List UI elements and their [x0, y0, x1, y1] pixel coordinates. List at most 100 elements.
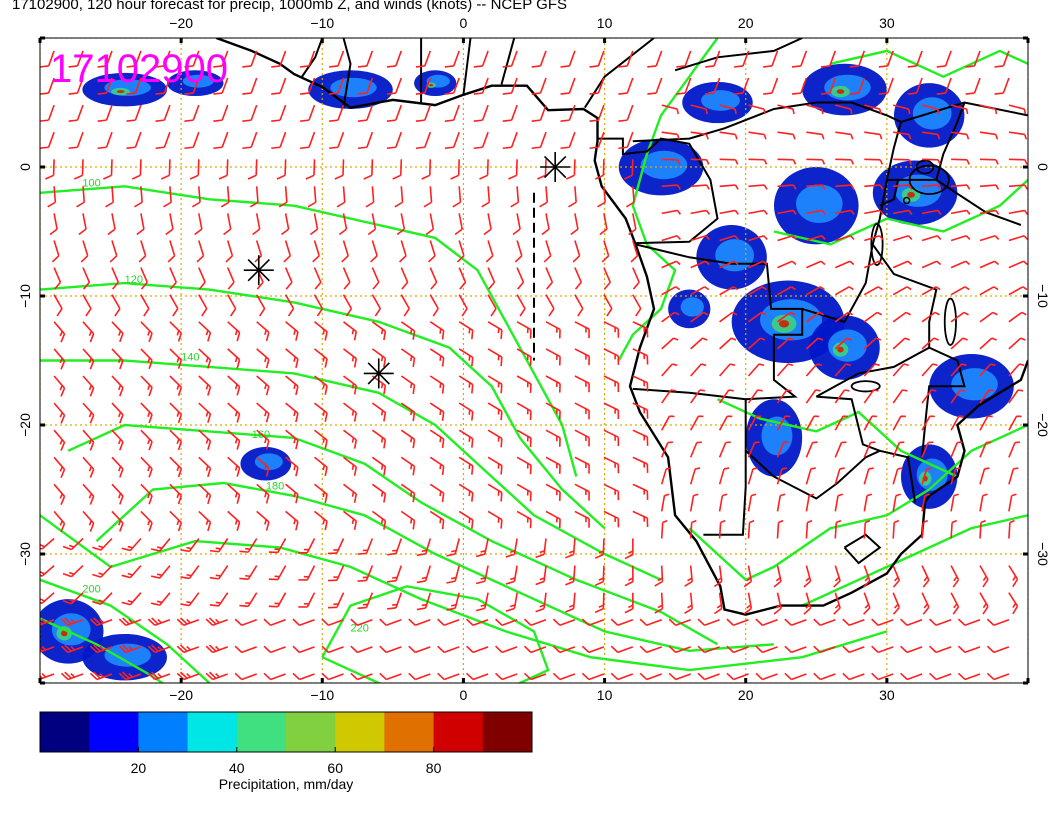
wind-barb — [53, 429, 66, 451]
wind-barb — [205, 644, 228, 654]
lat-tick-label-right: 0 — [1035, 163, 1051, 171]
wind-barb — [121, 565, 142, 579]
wind-barb — [487, 402, 503, 421]
wind-barb — [111, 456, 124, 478]
wind-barb — [268, 538, 287, 554]
wind-barb — [594, 592, 605, 614]
wind-barb — [421, 159, 432, 180]
wind-barb — [483, 213, 492, 236]
wind-barb — [429, 483, 445, 503]
wind-barb — [169, 294, 179, 317]
wind-barb — [285, 429, 299, 450]
wind-barb — [1008, 467, 1019, 485]
wind-barb — [719, 184, 739, 190]
wind-barb — [400, 348, 416, 367]
wind-barb — [777, 235, 797, 242]
wind-barb — [957, 672, 981, 681]
wind-barb — [1008, 235, 1028, 242]
lon-tick-label-bottom: −20 — [169, 687, 193, 703]
wind-barb — [309, 213, 319, 236]
wind-barb — [271, 104, 287, 122]
contour-line — [688, 423, 1028, 582]
wind-barb — [863, 592, 871, 615]
wind-barb — [516, 483, 532, 502]
wind-barb — [82, 321, 95, 343]
wind-barb — [408, 645, 431, 654]
wind-barb — [568, 186, 577, 208]
wind-barb — [147, 617, 171, 627]
wind-barb — [719, 235, 739, 242]
precip-area — [809, 315, 880, 380]
wind-barb — [239, 565, 258, 581]
wind-barb — [300, 50, 316, 68]
wind-barb — [225, 240, 234, 263]
wind-barb — [176, 617, 200, 627]
wind-barb — [690, 389, 705, 404]
wind-barb — [107, 213, 116, 236]
wind-barb — [53, 348, 66, 370]
colorbar-swatch — [335, 712, 385, 752]
wind-barb — [1008, 441, 1021, 458]
wind-barb — [121, 537, 142, 552]
wind-barb — [726, 618, 749, 627]
wind-barb — [198, 348, 212, 369]
wind-barb — [487, 429, 503, 448]
wind-barb — [40, 592, 55, 604]
wind-barb — [660, 519, 668, 539]
wind-barb — [256, 294, 266, 317]
wind-barb — [363, 159, 374, 180]
wind-barb — [834, 311, 854, 323]
contour-line — [830, 49, 1028, 79]
wind-barb — [690, 260, 710, 269]
wind-barb — [313, 267, 322, 290]
wind-barb — [950, 493, 959, 512]
wind-barb — [68, 104, 84, 122]
wind-barb — [748, 209, 768, 215]
wind-barb — [429, 294, 439, 317]
wind-barb — [979, 363, 996, 377]
wind-barb — [776, 467, 788, 485]
wind-barb — [191, 186, 201, 208]
wind-barb — [660, 493, 670, 512]
lon-tick-label-top: 10 — [597, 15, 613, 31]
wind-barb — [574, 402, 590, 420]
wind-barb — [523, 618, 547, 627]
wind-barb — [719, 104, 737, 115]
wind-barb — [40, 50, 55, 68]
wind-barb — [357, 592, 374, 610]
wind-barb — [475, 592, 489, 612]
wind-barb — [907, 50, 923, 68]
wind-barb — [863, 389, 879, 404]
wind-barb — [864, 209, 884, 215]
wind-barb — [155, 104, 171, 122]
wind-barb — [625, 186, 635, 208]
wind-barb — [487, 483, 503, 502]
wind-barb — [603, 267, 611, 290]
colorbar-swatch — [89, 712, 139, 752]
wind-barb — [126, 77, 142, 95]
wind-barb — [552, 672, 576, 681]
wind-barb — [516, 375, 532, 393]
wind-barb — [140, 267, 148, 290]
wind-barb — [834, 389, 850, 404]
wind-barb — [603, 456, 620, 474]
wind-barb — [502, 77, 518, 95]
wind-barb — [892, 592, 901, 615]
wind-barb — [535, 538, 547, 559]
wind-barb — [196, 240, 205, 263]
wind-barb — [169, 510, 183, 532]
track-asterisk — [243, 255, 274, 286]
wind-barb — [668, 618, 691, 627]
wind-barb — [62, 537, 84, 551]
wind-barb — [921, 592, 930, 615]
wind-barb — [950, 467, 961, 485]
colorbar-tick-label: 80 — [426, 760, 442, 776]
wind-barb — [329, 131, 345, 150]
contour-label: 100 — [82, 177, 100, 189]
wind-barb — [747, 441, 760, 458]
wind-barb — [951, 184, 971, 190]
wind-barb — [805, 311, 825, 323]
wind-barb — [466, 618, 489, 627]
wind-barb — [921, 286, 941, 296]
wind-barb — [481, 186, 491, 208]
